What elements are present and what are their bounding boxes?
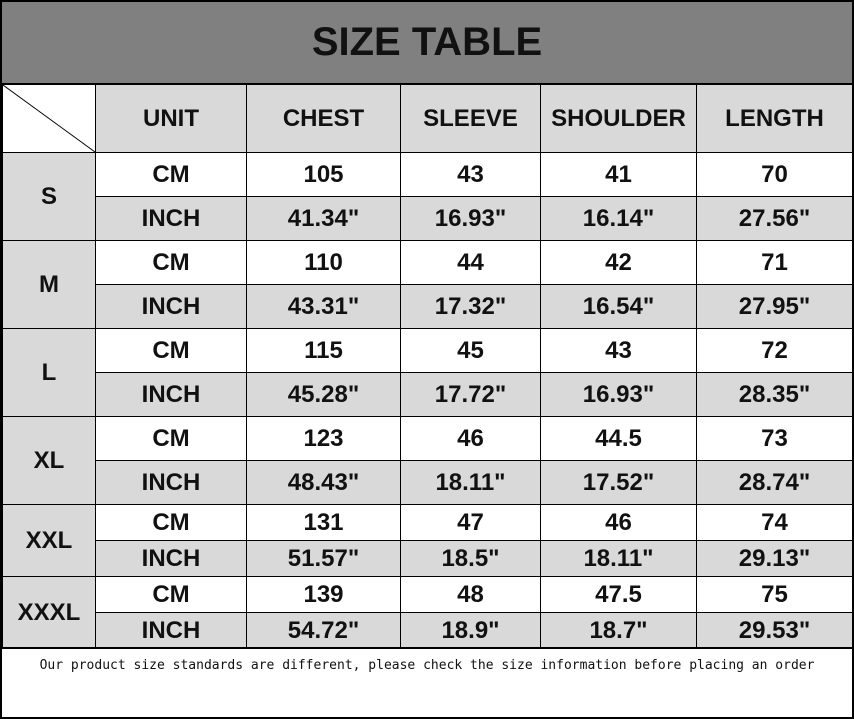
cm-value-cell: 70 [696,152,853,197]
cm-value-cell: 43 [400,152,541,197]
table-row-inch: INCH 43.31" 17.32" 16.54" 27.95" [3,284,853,329]
size-table: UNIT CHEST SLEEVE SHOULDER LENGTH S CM 105… [2,84,853,649]
inch-value-cell: 17.72" [400,372,541,417]
inch-value-cell: 18.5" [400,540,541,577]
unit-cell: INCH [95,540,247,577]
unit-cell: INCH [95,460,247,505]
table-row-inch: INCH 48.43" 18.11" 17.52" 28.74" [3,460,853,505]
cm-value-cell: 43 [540,328,697,373]
diagonal-corner-cell [2,84,96,153]
inch-value-cell: 28.35" [696,372,853,417]
inch-value-cell: 29.53" [696,612,853,649]
header-row: UNIT CHEST SLEEVE SHOULDER LENGTH [2,84,853,153]
table-row-inch: INCH 54.72" 18.9" 18.7" 29.53" [3,612,853,649]
unit-cell: CM [95,576,247,613]
table-row-inch: INCH 41.34" 16.93" 16.14" 27.56" [3,196,853,241]
inch-value-cell: 43.31" [246,284,401,329]
cm-value-cell: 44.5 [540,416,697,461]
cm-value-cell: 46 [400,416,541,461]
inch-value-cell: 16.93" [400,196,541,241]
cm-value-cell: 72 [696,328,853,373]
inch-value-cell: 51.57" [246,540,401,577]
size-label: XXL [2,504,96,577]
unit-cell: INCH [95,612,247,649]
header-length: LENGTH [696,84,853,153]
cm-value-cell: 48 [400,576,541,613]
unit-cell: CM [95,152,247,197]
cm-value-cell: 75 [696,576,853,613]
unit-cell: CM [95,416,247,461]
cm-value-cell: 139 [246,576,401,613]
table-row-cm: XXXL CM 139 48 47.5 75 [2,576,853,649]
cm-value-cell: 45 [400,328,541,373]
inch-value-cell: 45.28" [246,372,401,417]
inch-value-cell: 18.7" [540,612,697,649]
size-label: XXXL [2,576,96,649]
header-shoulder: SHOULDER [540,84,697,153]
inch-value-cell: 54.72" [246,612,401,649]
unit-cell: INCH [95,372,247,417]
cm-value-cell: 74 [696,504,853,541]
unit-cell: CM [95,504,247,541]
table-row-cm: M CM 110 44 42 71 [2,240,853,329]
table-row-cm: L CM 115 45 43 72 [2,328,853,417]
header-sleeve: SLEEVE [400,84,541,153]
inch-value-cell: 28.74" [696,460,853,505]
cm-value-cell: 131 [246,504,401,541]
inch-value-cell: 17.32" [400,284,541,329]
size-label: L [2,328,96,417]
header-chest: CHEST [246,84,401,153]
table-row-cm: XL CM 123 46 44.5 73 [2,416,853,505]
table-row-inch: INCH 45.28" 17.72" 16.93" 28.35" [3,372,853,417]
cm-value-cell: 47.5 [540,576,697,613]
cm-value-cell: 123 [246,416,401,461]
cm-value-cell: 73 [696,416,853,461]
inch-value-cell: 18.11" [400,460,541,505]
size-label: S [2,152,96,241]
table-row-inch: INCH 51.57" 18.5" 18.11" 29.13" [3,540,853,577]
header-unit: UNIT [95,84,247,153]
cm-value-cell: 110 [246,240,401,285]
cm-value-cell: 105 [246,152,401,197]
table-row-cm: XXL CM 131 47 46 74 [2,504,853,577]
inch-value-cell: 17.52" [540,460,697,505]
inch-value-cell: 27.56" [696,196,853,241]
table-row-cm: S CM 105 43 41 70 [2,152,853,241]
cm-value-cell: 47 [400,504,541,541]
inch-value-cell: 16.93" [540,372,697,417]
cm-value-cell: 44 [400,240,541,285]
cm-value-cell: 42 [540,240,697,285]
footer-note: Our product size standards are different… [2,647,852,719]
inch-value-cell: 16.14" [540,196,697,241]
inch-value-cell: 27.95" [696,284,853,329]
inch-value-cell: 41.34" [246,196,401,241]
size-label: XL [2,416,96,505]
unit-cell: INCH [95,284,247,329]
unit-cell: CM [95,240,247,285]
cm-value-cell: 115 [246,328,401,373]
unit-cell: CM [95,328,247,373]
unit-cell: INCH [95,196,247,241]
cm-value-cell: 46 [540,504,697,541]
inch-value-cell: 16.54" [540,284,697,329]
inch-value-cell: 29.13" [696,540,853,577]
cm-value-cell: 71 [696,240,853,285]
inch-value-cell: 18.9" [400,612,541,649]
page-title: SIZE TABLE [2,2,852,84]
inch-value-cell: 48.43" [246,460,401,505]
size-label: M [2,240,96,329]
cm-value-cell: 41 [540,152,697,197]
inch-value-cell: 18.11" [540,540,697,577]
